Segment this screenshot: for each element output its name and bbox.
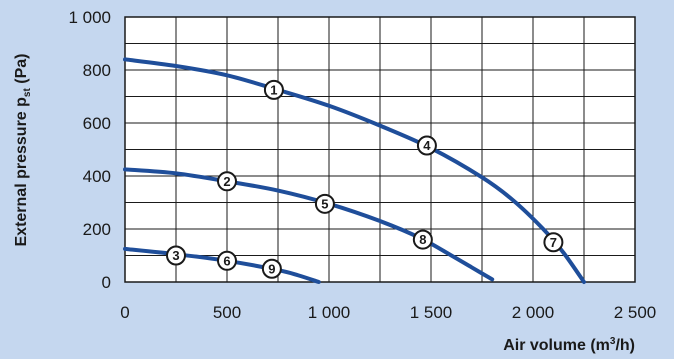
curve-2 [123,167,495,282]
y-axis-label-main: External pressure p [13,97,30,247]
x-tick-labels: 0 500 1 000 1 500 2 000 2 500 [120,303,656,322]
marker-label: 3 [172,248,179,263]
x-axis-label: Air volume (m3/h) [503,336,635,354]
x-axis-label-main: Air volume (m [503,337,610,354]
y-tick-label: 0 [102,273,111,292]
curve-marker-5: 5 [314,193,335,214]
plot-frame [124,16,636,283]
y-axis-label: External pressure pst (Pa) [13,54,33,247]
marker-circle [217,250,237,271]
marker-label: 2 [223,174,230,189]
x-tick-label: 2 500 [614,303,657,322]
marker-circle [416,135,437,156]
marker-label: 7 [550,235,557,250]
curve-marker-2: 2 [217,171,237,192]
marker-label: 5 [321,196,328,211]
y-tick-label: 1 000 [68,8,111,27]
marker-circle [412,229,433,250]
x-tick-label: 1 500 [410,303,453,322]
marker-label: 8 [419,232,426,247]
curve-marker-9: 9 [261,258,282,279]
x-axis-label-tail: /h) [615,337,635,354]
curve-marker-3: 3 [166,245,186,266]
marker-circle [166,245,186,266]
x-tick-label: 2 000 [512,303,555,322]
x-tick-label: 1 000 [308,303,351,322]
marker-circle [217,171,237,192]
marker-label: 6 [223,253,230,268]
marker-circle [263,79,284,100]
marker-circle [314,193,335,214]
marker-label: 1 [270,82,277,97]
marker-circle [543,232,564,253]
curve-1 [123,57,586,284]
marker-label: 9 [268,261,275,276]
y-axis-label-tail: (Pa) [13,54,30,89]
curve-marker-1: 1 [263,79,284,100]
curve-marker-4: 4 [416,135,437,156]
y-axis-label-sub: st [22,88,33,98]
y-tick-label: 400 [83,167,111,186]
curve-marker-7: 7 [543,232,564,253]
marker-circle [261,258,282,279]
markers: 1 2 3 4 5 6 7 8 9 [166,79,564,279]
y-tick-label: 800 [83,61,111,80]
x-tick-label: 500 [213,303,241,322]
curve-marker-8: 8 [412,229,433,250]
curve-marker-6: 6 [217,250,237,271]
y-tick-label: 600 [83,114,111,133]
marker-label: 4 [423,138,431,153]
x-axis-label-exp: 3 [610,336,616,347]
x-tick-label: 0 [120,303,129,322]
y-tick-label: 200 [83,220,111,239]
y-tick-labels: 0 200 400 600 800 1 000 [68,8,111,292]
